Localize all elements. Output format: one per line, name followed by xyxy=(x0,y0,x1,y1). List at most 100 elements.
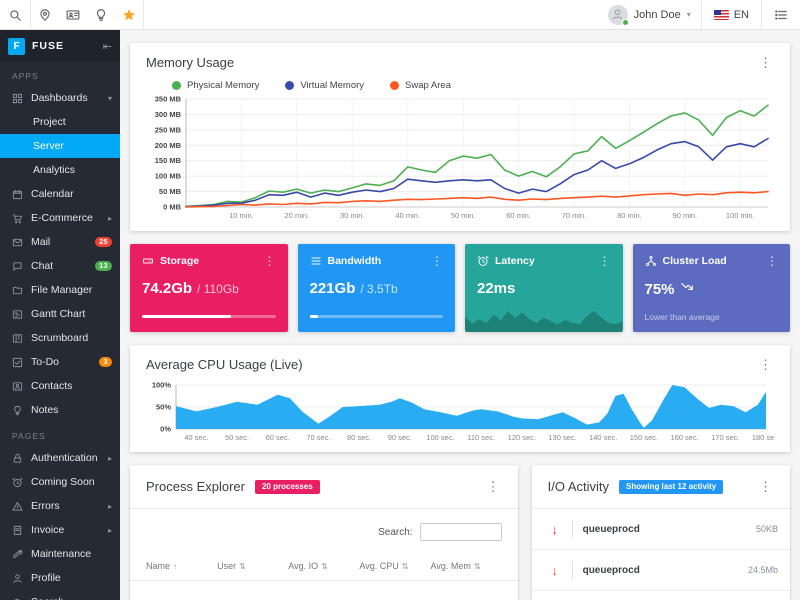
cart-icon xyxy=(12,213,23,224)
bandwidth-icon xyxy=(310,255,322,267)
io-activity-menu-button[interactable]: ⋮ xyxy=(759,479,772,494)
sidebar-item-dashboards[interactable]: Dashboards ▾ xyxy=(0,86,120,110)
sidebar-item-e-commerce[interactable]: E-Commerce ▸ xyxy=(0,206,120,230)
bandwidth-title: Bandwidth xyxy=(327,255,382,267)
svg-text:50 min.: 50 min. xyxy=(451,211,476,220)
sidebar-item-calendar[interactable]: Calendar xyxy=(0,182,120,206)
shortcut-card-icon[interactable] xyxy=(59,0,87,29)
svg-text:200 MB: 200 MB xyxy=(155,141,182,150)
sidebar-item-label: File Manager xyxy=(31,284,93,296)
sidebar-item-contacts[interactable]: Contacts xyxy=(0,374,120,398)
sidebar-item-label: Mail xyxy=(31,236,51,248)
sidebar-item-mail[interactable]: Mail 25 xyxy=(0,230,120,254)
svg-text:50%: 50% xyxy=(156,403,171,412)
quick-panel-button[interactable] xyxy=(762,0,800,29)
column-header-avg-io[interactable]: Avg. IO ⇅ xyxy=(288,561,328,571)
sidebar-item-maintenance[interactable]: Maintenance xyxy=(0,542,120,566)
sidebar: F FUSE ⇤ APPS Dashboards ▾ Project Server Ana… xyxy=(0,30,120,600)
sidebar-item-notes[interactable]: Notes xyxy=(0,398,120,422)
storage-menu-button[interactable]: ⋮ xyxy=(263,254,276,268)
svg-text:110 sec.: 110 sec. xyxy=(467,433,495,442)
svg-text:100%: 100% xyxy=(152,381,172,390)
memory-card-menu-button[interactable]: ⋮ xyxy=(759,55,772,70)
badge-to-do: 3 xyxy=(98,356,112,368)
user-menu-button[interactable]: John Doe ▾ xyxy=(598,0,701,29)
io-activity-row[interactable]: ↓ queueprocd 24.5Mb xyxy=(531,550,790,591)
contacts-icon xyxy=(12,381,23,392)
toolbar-spacer xyxy=(144,0,598,29)
sort-icon: ⇅ xyxy=(321,561,328,571)
main-content: Memory Usage ⋮ Physical Memory Virtual Me… xyxy=(120,30,800,600)
sidebar-item-authentication[interactable]: Authentication ▸ xyxy=(0,446,120,470)
sidebar-item-label: Search xyxy=(31,596,112,600)
shortcut-star-icon[interactable] xyxy=(115,0,143,29)
legend-item-virtual-memory[interactable]: Virtual Memory xyxy=(285,80,364,91)
fuse-logo: F xyxy=(8,37,25,55)
sidebar-item-chat[interactable]: Chat 13 xyxy=(0,254,120,278)
sidebar-collapse-icon[interactable]: ⇤ xyxy=(102,40,112,53)
sidebar-item-file-manager[interactable]: File Manager xyxy=(0,278,120,302)
sort-asc-icon: ↑ xyxy=(173,561,178,571)
io-size: 50KB xyxy=(755,524,778,534)
bandwidth-card: Bandwidth ⋮ 221Gb / 3.5Tb xyxy=(297,244,455,332)
io-activity-row[interactable]: ↓ queueprocd 50KB xyxy=(531,509,790,550)
column-header-name[interactable]: Name ↑ xyxy=(146,561,178,571)
process-search-input[interactable] xyxy=(419,523,502,541)
bandwidth-menu-button[interactable]: ⋮ xyxy=(431,254,443,268)
clock-icon xyxy=(12,477,23,488)
stat-card-row: Storage ⋮ 74.2Gb / 110Gb Bandwidth ⋮ 221… xyxy=(130,244,790,332)
sidebar-item-project[interactable]: Project xyxy=(33,116,66,128)
sidebar-item-scrumboard[interactable]: Scrumboard xyxy=(0,326,120,350)
svg-text:300 MB: 300 MB xyxy=(155,110,182,119)
cluster-menu-button[interactable]: ⋮ xyxy=(766,254,778,268)
sidebar-item-analytics[interactable]: Analytics xyxy=(33,164,76,176)
sidebar-item-errors[interactable]: Errors ▸ xyxy=(0,494,120,518)
download-arrow-icon: ↓ xyxy=(551,562,558,578)
sidebar-item-search[interactable]: Search xyxy=(0,590,120,600)
sidebar-item-server[interactable]: Server xyxy=(0,134,120,158)
column-header-user[interactable]: User ⇅ xyxy=(217,561,246,571)
memory-usage-card: Memory Usage ⋮ Physical Memory Virtual Me… xyxy=(130,43,790,231)
online-status-dot xyxy=(621,18,629,26)
sidebar-item-coming-soon[interactable]: Coming Soon xyxy=(0,470,120,494)
sidebar-item-gantt-chart[interactable]: Gantt Chart xyxy=(0,302,120,326)
cpu-card-menu-button[interactable]: ⋮ xyxy=(759,357,772,372)
search-label: Search: xyxy=(378,526,413,538)
trending-down-icon xyxy=(680,280,694,294)
sidebar-item-label: Authentication xyxy=(31,452,98,464)
column-header-avg-mem[interactable]: Avg. Mem ⇅ xyxy=(430,561,481,571)
shortcut-place-icon[interactable] xyxy=(31,0,59,29)
bulb-icon xyxy=(94,8,108,22)
storage-value: 74.2Gb xyxy=(142,280,193,297)
svg-text:100 sec.: 100 sec. xyxy=(426,433,454,442)
column-header-avg-cpu[interactable]: Avg. CPU ⇅ xyxy=(359,561,409,571)
svg-text:250 MB: 250 MB xyxy=(155,125,182,134)
process-explorer-panel: Process Explorer 20 processes ⋮ Search: … xyxy=(130,465,518,600)
search-icon[interactable] xyxy=(0,0,30,29)
person-icon xyxy=(12,573,23,584)
sidebar-item-label: Calendar xyxy=(31,188,74,200)
sidebar-item-label: Coming Soon xyxy=(31,476,95,488)
storage-title: Storage xyxy=(160,255,200,267)
legend-item-swap-area[interactable]: Swap Area xyxy=(390,80,451,91)
cpu-usage-chart: 0% 50% 100% 40 sec. 50 sec. 60 sec. 70 sec. 80 … xyxy=(152,381,774,443)
language-selector[interactable]: EN xyxy=(702,0,761,29)
latency-menu-button[interactable]: ⋮ xyxy=(598,254,611,268)
svg-text:40 sec.: 40 sec. xyxy=(184,433,208,442)
chevron-right-icon: ▸ xyxy=(107,525,112,535)
legend-dot xyxy=(285,81,295,90)
cluster-load-title: Cluster Load xyxy=(662,255,727,267)
process-table-header: Name ↑ User ⇅ Avg. IO ⇅ Avg. CPU ⇅ Avg. Mem ⇅ xyxy=(130,551,518,581)
gantt-icon xyxy=(12,309,23,320)
chevron-right-icon: ▸ xyxy=(107,453,112,463)
svg-text:150 sec.: 150 sec. xyxy=(630,433,658,442)
shortcut-bulb-icon[interactable] xyxy=(87,0,115,29)
process-explorer-menu-button[interactable]: ⋮ xyxy=(486,479,500,494)
sidebar-item-invoice[interactable]: Invoice ▸ xyxy=(0,518,120,542)
avatar xyxy=(607,4,629,26)
legend-item-physical-memory[interactable]: Physical Memory xyxy=(172,80,259,91)
sidebar-item-to-do[interactable]: To-Do 3 xyxy=(0,350,120,374)
toolbar-divider xyxy=(30,0,31,29)
sidebar-item-profile[interactable]: Profile xyxy=(0,566,120,590)
lock-icon xyxy=(12,453,23,464)
